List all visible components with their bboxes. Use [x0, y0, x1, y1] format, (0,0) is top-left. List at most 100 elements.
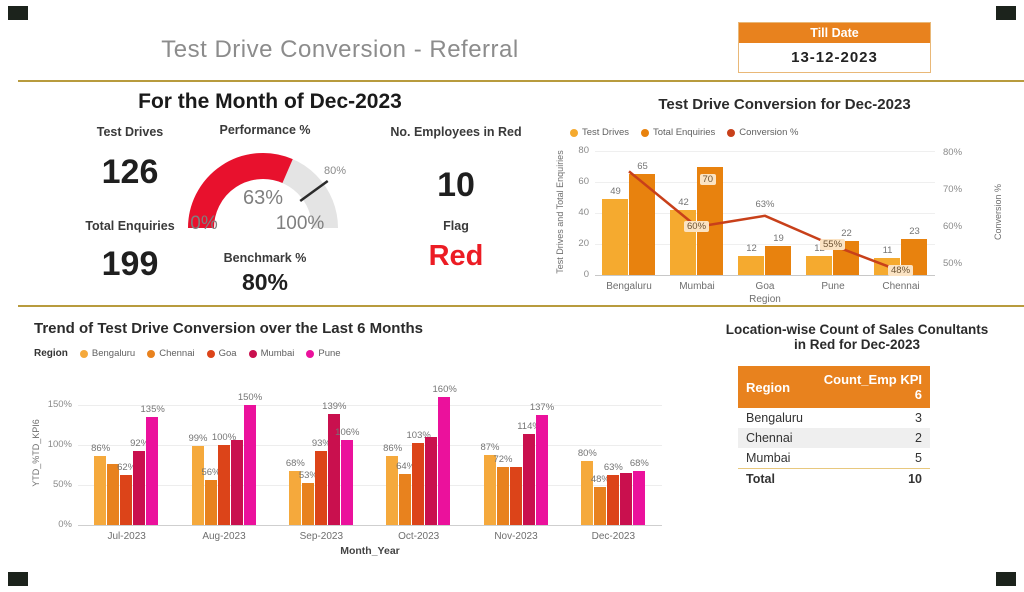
bar-goa[interactable]	[509, 467, 522, 525]
bar-value-label: 63%	[603, 461, 623, 473]
till-date-label: Till Date	[739, 23, 930, 43]
bar-value-label: 93%	[311, 437, 331, 449]
bar-value-label: 135%	[140, 404, 165, 415]
table-row-chennai[interactable]: Chennai 2	[738, 428, 930, 448]
employees-in-red-value: 10	[437, 166, 475, 204]
legend-label: Pune	[318, 348, 341, 359]
section-divider	[18, 305, 1024, 307]
legend-item-bengaluru[interactable]: Bengaluru	[79, 348, 135, 359]
bar-pune[interactable]	[146, 417, 159, 525]
x-category-label: Bengaluru	[606, 281, 652, 292]
gridline	[595, 244, 935, 245]
conversion-chart-plot[interactable]: 0 20 40 60 80 50% 60% 70% 80% Bengaluru 49 65 Mumbai…	[578, 145, 962, 292]
bar-mumbai[interactable]	[619, 473, 632, 525]
trend-chart[interactable]: Trend of Test Drive Conversion over the …	[22, 316, 682, 566]
y-axis-tick: 0	[583, 269, 589, 280]
bar-goa[interactable]	[120, 475, 133, 525]
bar-mumbai[interactable]	[230, 440, 243, 525]
legend-item-chennai[interactable]: Chennai	[147, 348, 195, 359]
bar-test-drives[interactable]	[602, 199, 628, 275]
legend-label: Mumbai	[260, 348, 295, 359]
gridline	[595, 213, 935, 214]
bar-mumbai[interactable]	[522, 433, 535, 525]
conversion-chart[interactable]: Test Drive Conversion for Dec-2023 Test …	[545, 94, 1024, 308]
bar-total-enquiries[interactable]	[697, 166, 723, 275]
trend-y-axis-title: YTD_%TD_KPI6	[31, 419, 41, 487]
bar-value-label: 150%	[237, 392, 263, 403]
trend-chart-title: Trend of Test Drive Conversion over the …	[34, 320, 423, 337]
bar-pune[interactable]	[438, 397, 451, 525]
legend-dot	[147, 349, 156, 358]
bar-pune[interactable]	[243, 405, 256, 525]
bar-chennai[interactable]	[496, 467, 509, 525]
bar-test-drives[interactable]	[806, 256, 832, 275]
legend-dot	[79, 349, 88, 358]
table-cell: Total	[738, 468, 811, 489]
bar-bengaluru[interactable]	[191, 445, 204, 525]
bar-test-drives[interactable]	[670, 209, 696, 275]
y2-axis-tick: 60%	[943, 220, 963, 232]
legend-item-mumbai[interactable]: Mumbai	[248, 348, 295, 359]
table-row-mumbai[interactable]: Mumbai 5	[738, 448, 930, 469]
bar-chennai[interactable]	[107, 464, 120, 525]
conversion-line[interactable]	[628, 170, 902, 273]
bar-bengaluru[interactable]	[386, 456, 399, 525]
gridline	[78, 525, 662, 526]
bar-chennai[interactable]	[204, 480, 217, 525]
bar-value-label: 86%	[383, 443, 403, 455]
trend-x-axis-title: Month_Year	[340, 545, 400, 557]
gauge-svg: 80%	[188, 153, 346, 229]
bar-pune[interactable]	[535, 415, 548, 525]
bar-chennai[interactable]	[301, 482, 314, 525]
bar-test-drives[interactable]	[738, 256, 764, 275]
bar-chennai[interactable]	[399, 473, 412, 525]
performance-gauge[interactable]: 80%	[178, 140, 348, 240]
bar-value-label: 139%	[322, 400, 347, 412]
bar-bengaluru[interactable]	[288, 470, 301, 525]
legend-label: Conversion %	[739, 127, 799, 138]
bar-bengaluru[interactable]	[94, 456, 107, 525]
legend-dot	[306, 349, 315, 358]
bar-value-label: 80%	[577, 448, 597, 459]
table-row-bengaluru[interactable]: Bengaluru 3	[738, 408, 930, 428]
legend-item-pune[interactable]: Pune	[306, 348, 341, 359]
table-cell: Bengaluru	[746, 411, 803, 425]
gauge-max-label: 100%	[275, 213, 325, 234]
corner-marker-top-left	[8, 6, 28, 20]
bar-bengaluru[interactable]	[580, 461, 593, 525]
red-consultants-table[interactable]: Region Count_Emp KPI 6 Bengaluru 3 Chennai…	[738, 366, 930, 489]
bar-goa[interactable]	[606, 474, 619, 525]
x-category-label: Goa	[755, 281, 775, 292]
bar-total-enquiries[interactable]	[765, 245, 791, 275]
gauge-value-label: 63%	[242, 187, 284, 209]
y-axis-tick: 0%	[58, 519, 72, 530]
legend-item-goa[interactable]: Goa	[206, 348, 237, 359]
bar-goa[interactable]	[314, 450, 327, 525]
header-divider	[18, 80, 1024, 82]
bar-value-label: 23	[909, 226, 920, 238]
legend-item-conversion-[interactable]: Conversion %	[727, 127, 798, 138]
bar-total-enquiries[interactable]	[629, 174, 655, 275]
legend-item-total-enquiries[interactable]: Total Enquiries	[640, 127, 715, 138]
legend-dot	[727, 128, 736, 137]
test-drives-value: 126	[101, 153, 159, 191]
bar-pune[interactable]	[632, 470, 645, 525]
bar-goa[interactable]	[412, 442, 425, 525]
bar-mumbai[interactable]	[133, 451, 146, 525]
benchmark-value: 80%	[241, 269, 289, 295]
conversion-y2-axis-title: Conversion %	[993, 183, 1003, 241]
table-cell: 10	[811, 468, 930, 489]
trend-chart-plot[interactable]: 0% 50% 100% 150% Jul-2023 86% 62% 92% 135% Aug-20…	[48, 384, 662, 542]
bar-mumbai[interactable]	[425, 437, 438, 525]
benchmark-label: Benchmark %	[223, 251, 307, 265]
gridline	[595, 151, 935, 152]
bar-chennai[interactable]	[593, 486, 606, 525]
table-cell: 5	[915, 451, 922, 465]
bar-goa[interactable]	[217, 445, 230, 525]
month-panel-title: For the Month of Dec-2023	[138, 90, 402, 113]
bar-pune[interactable]	[340, 440, 353, 525]
bar-bengaluru[interactable]	[483, 455, 496, 525]
legend-item-test-drives[interactable]: Test Drives	[570, 127, 629, 138]
corner-marker-top-right	[996, 6, 1016, 20]
bar-mumbai[interactable]	[327, 413, 340, 525]
